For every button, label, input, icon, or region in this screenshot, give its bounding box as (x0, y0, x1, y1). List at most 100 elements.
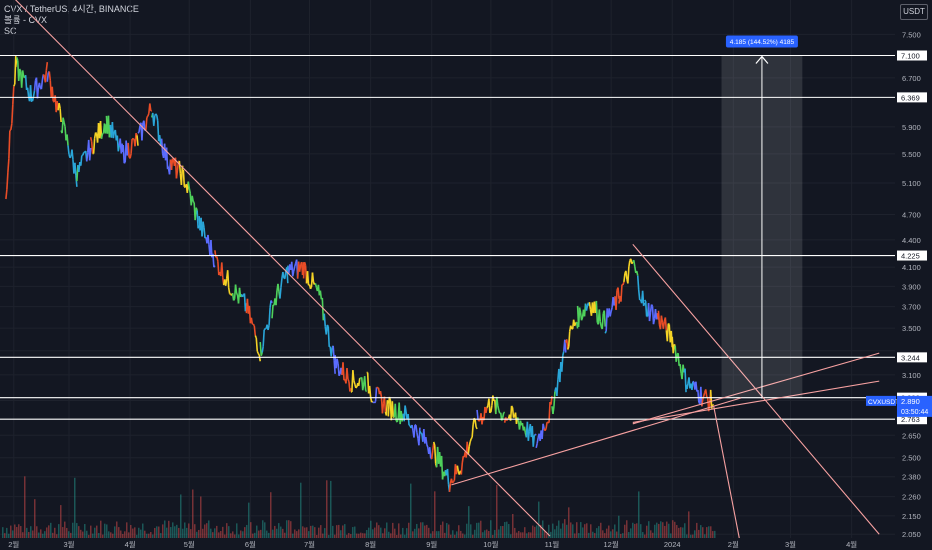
volume-bar (18, 524, 20, 538)
price-segment (293, 262, 297, 267)
volume-bar (212, 532, 214, 538)
price-segment (652, 318, 656, 325)
price-segment (46, 72, 50, 82)
price-segment (650, 304, 654, 307)
price-segment (430, 450, 434, 460)
volume-bar (506, 521, 508, 538)
price-segment (575, 322, 579, 329)
volume-bar (618, 515, 620, 538)
price-segment (192, 200, 195, 204)
price-segment (704, 389, 708, 398)
price-segment (536, 437, 539, 444)
price-segment (286, 267, 289, 284)
volume-bar (470, 524, 472, 538)
volume-bar (374, 527, 376, 538)
level-label: 6.369 (901, 93, 920, 102)
price-segment (171, 157, 174, 160)
time-axis: 2월 3월 4월 5월 6월 7월 8월 9월 10월 11월 12월 2024 2월 3월 4월 (0, 538, 932, 550)
volume-bar (520, 532, 522, 538)
price-segment (9, 129, 12, 132)
volume-bar (296, 531, 298, 538)
volume-bar (346, 534, 348, 538)
volume-bar (356, 533, 358, 538)
price-segment (370, 400, 374, 403)
price-segment (32, 90, 36, 97)
volume-bar (54, 527, 56, 538)
volume-bar (202, 528, 204, 538)
volume-bar (124, 531, 126, 538)
volume-bar (620, 533, 622, 538)
price-segment (12, 86, 15, 105)
volume-bar (80, 529, 82, 538)
price-segment (622, 281, 625, 286)
volume-bar (600, 522, 602, 538)
volume-bar (318, 527, 320, 538)
volume-bar (408, 522, 410, 538)
price-segment (214, 250, 217, 258)
price-segment (127, 142, 130, 158)
symbol-title[interactable]: CVX / TetherUS, 4시간, BINANCE (4, 4, 139, 14)
volume-bar (256, 525, 258, 538)
volume-bar (612, 529, 614, 538)
volume-bar (614, 524, 616, 538)
price-segment (342, 362, 345, 381)
volume-bar (516, 532, 518, 538)
price-segment (357, 377, 361, 386)
volume-indicator-label[interactable]: 볼륨 - CVX (4, 15, 48, 25)
volume-bar (290, 521, 292, 538)
volume-bar (534, 526, 536, 538)
volume-bar (368, 527, 370, 538)
volume-bar (342, 525, 344, 538)
price-segment (275, 290, 278, 306)
price-segment (496, 405, 500, 411)
volume-bar (536, 525, 538, 538)
price-segment (90, 141, 94, 154)
volume-bar (348, 533, 350, 538)
volume-bars (2, 476, 716, 538)
volume-bar (70, 532, 72, 538)
volume-bar (486, 529, 488, 538)
volume-bar (44, 531, 46, 538)
volume-bar (292, 533, 294, 538)
price-segment (673, 343, 676, 347)
price-segment (51, 86, 55, 102)
volume-bar (400, 534, 402, 538)
volume-bar (478, 522, 480, 538)
time-tick-label: 4월 (846, 539, 857, 549)
volume-bar (116, 521, 118, 538)
price-segment (147, 113, 150, 117)
volume-bar (48, 525, 50, 538)
volume-bar (64, 521, 66, 538)
price-segment (303, 261, 307, 266)
price-segment (428, 447, 432, 459)
volume-bar (354, 526, 356, 538)
price-segment (271, 304, 274, 319)
volume-bar (452, 530, 454, 538)
volume-bar (268, 532, 270, 538)
price-segment (255, 337, 259, 352)
price-segment (617, 287, 620, 299)
volume-bar (154, 527, 156, 538)
price-segment (701, 398, 704, 407)
price-segment (361, 384, 365, 391)
price-segment (36, 87, 40, 99)
time-tick-label: 9월 (426, 539, 437, 549)
price-segment (411, 424, 414, 431)
volume-bar (394, 528, 396, 538)
price-tick-label: 5.900 (902, 123, 921, 132)
price-segment (258, 354, 262, 362)
volume-bar (360, 532, 362, 538)
price-segment (203, 227, 206, 239)
sc-indicator-label[interactable]: SC (4, 26, 17, 36)
volume-bar (184, 522, 186, 538)
price-segment (256, 350, 259, 354)
price-segment (527, 431, 531, 441)
price-segment (336, 358, 339, 365)
price-segment (604, 330, 607, 334)
volume-bar (698, 529, 700, 538)
currency-unit-button[interactable]: USDT (900, 4, 928, 20)
volume-bar (254, 532, 256, 538)
price-segment (112, 131, 116, 139)
price-segment (433, 445, 437, 464)
